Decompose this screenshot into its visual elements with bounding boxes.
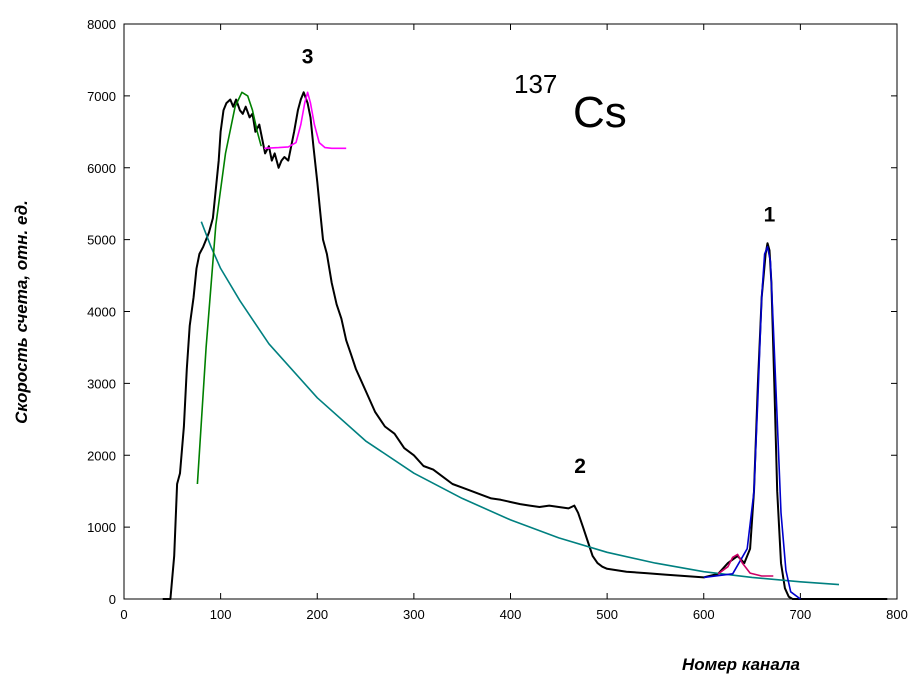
y-tick-label: 5000 bbox=[87, 233, 116, 248]
x-tick-label: 700 bbox=[790, 607, 812, 622]
y-tick-label: 3000 bbox=[87, 376, 116, 391]
y-axis-title: Скорость счета, отн. ед. bbox=[12, 200, 31, 424]
peak-label-3: 3 bbox=[302, 46, 314, 69]
fit-curve-blue bbox=[703, 246, 801, 600]
x-tick-label: 0 bbox=[120, 607, 127, 622]
peak-label-2: 2 bbox=[574, 455, 586, 478]
y-tick-label: 0 bbox=[109, 592, 116, 607]
y-tick-label: 4000 bbox=[87, 305, 116, 320]
spectrum-curve bbox=[162, 91, 888, 600]
data-series bbox=[162, 91, 888, 600]
isotope-mass-number: 137 bbox=[514, 69, 557, 99]
x-tick-label: 800 bbox=[886, 607, 908, 622]
fit-curve-green bbox=[196, 91, 262, 485]
x-tick-label: 500 bbox=[596, 607, 618, 622]
fit-curve-magenta bbox=[264, 91, 347, 150]
isotope-symbol: Cs bbox=[573, 88, 627, 137]
x-tick-label: 100 bbox=[210, 607, 232, 622]
axis-ticks: 0 100 200 300 400 500 600 700 800010002000300040… bbox=[87, 17, 908, 622]
y-tick-label: 2000 bbox=[87, 448, 116, 463]
y-tick-label: 1000 bbox=[87, 520, 116, 535]
peak-label-1: 1 bbox=[764, 204, 776, 227]
y-tick-label: 6000 bbox=[87, 161, 116, 176]
fit-curve-red bbox=[717, 553, 774, 577]
peak-annotations: 1 2 3 bbox=[302, 46, 776, 479]
x-tick-label: 300 bbox=[403, 607, 425, 622]
y-tick-label: 7000 bbox=[87, 89, 116, 104]
x-tick-label: 400 bbox=[500, 607, 522, 622]
x-tick-label: 200 bbox=[306, 607, 328, 622]
x-tick-label: 600 bbox=[693, 607, 715, 622]
x-axis-title: Номер канала bbox=[682, 655, 800, 674]
background-curve bbox=[200, 221, 840, 586]
y-tick-label: 8000 bbox=[87, 17, 116, 32]
